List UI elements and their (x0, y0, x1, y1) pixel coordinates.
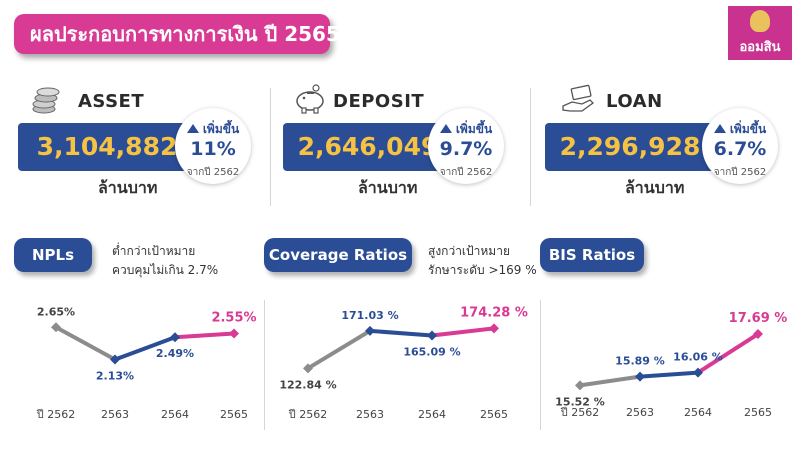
data-label: 2.55% (211, 311, 256, 326)
x-tick-label: ปี 2562 (36, 408, 76, 421)
kpi-label-loan: LOAN (606, 91, 663, 112)
note-line-2: ควบคุมไม่เกิน 2.7% (112, 263, 219, 277)
kpi-change-badge-deposit: เพิ่มขึ้น 9.7% จากปี 2562 (428, 108, 504, 184)
hand-money-icon (560, 84, 596, 116)
chart-divider (540, 300, 541, 430)
chart-title-coverage: Coverage Ratios (264, 238, 412, 272)
change-label: เพิ่มขึ้น (455, 122, 493, 136)
data-label: 2.65% (37, 305, 75, 318)
kpi-divider (530, 88, 531, 206)
kpi-label-deposit: DEPOSIT (333, 91, 425, 112)
change-from: จากปี 2562 (439, 167, 493, 178)
change-from: จากปี 2562 (186, 167, 240, 178)
data-point (693, 367, 703, 378)
series-segment (638, 370, 700, 379)
x-tick-label: 2564 (161, 408, 189, 421)
x-tick-label: ปี 2562 (288, 408, 328, 421)
x-tick-label: 2565 (744, 406, 772, 419)
series-segment (696, 332, 760, 375)
x-tick-label: 2564 (418, 408, 446, 421)
bis-line-chart: 15.52 % 15.89 % 16.06 % 17.69 % ปี 2562 2563 2… (555, 311, 788, 419)
change-from: จากปี 2562 (713, 167, 767, 178)
data-point (753, 329, 763, 340)
x-tick-label: 2564 (684, 406, 712, 419)
data-label: 15.89 % (615, 355, 665, 368)
x-tick-label: 2563 (356, 408, 384, 421)
data-point (365, 325, 375, 336)
up-triangle-icon (439, 124, 452, 133)
kpi-value-deposit: 2,646,049 (283, 123, 453, 171)
chart-note-coverage: สูงกว่าเป้าหมาย รักษาระดับ >169 % (428, 242, 537, 280)
chart-title-bis: BIS Ratios (540, 238, 644, 272)
coins-icon (30, 84, 66, 116)
series-segment (578, 374, 642, 388)
data-label: 2.13% (96, 370, 134, 383)
change-pct: 9.7% (439, 138, 493, 160)
series-segment (54, 325, 117, 362)
up-triangle-icon (186, 124, 199, 133)
x-tick-label: 2563 (626, 406, 654, 419)
change-label: เพิ่มขึ้น (202, 122, 240, 136)
x-tick-label: 2565 (220, 408, 248, 421)
series-segment (173, 331, 236, 340)
kpi-label-asset: ASSET (78, 91, 145, 112)
emblem-icon (750, 10, 770, 32)
data-label: 2.49% (156, 347, 194, 360)
data-point (575, 380, 585, 391)
data-point (489, 323, 499, 334)
data-point (110, 354, 120, 365)
kpi-change-badge-asset: เพิ่มขึ้น 11% จากปี 2562 (175, 108, 251, 184)
data-point (427, 330, 437, 341)
note-line-2: รักษาระดับ >169 % (428, 263, 537, 277)
note-line-1: ต่ำกว่าเป้าหมาย (112, 244, 196, 258)
piggy-bank-icon (292, 84, 328, 116)
series-segment (306, 328, 372, 371)
data-label: 122.84 % (279, 378, 336, 391)
data-point (635, 371, 645, 382)
series-segment (368, 328, 434, 338)
data-label: 174.28 % (460, 305, 528, 320)
kpi-unit-loan: ล้านบาท (625, 178, 685, 197)
logo-text: ออมสิน (739, 40, 781, 55)
data-point (303, 363, 313, 374)
x-tick-label: 2563 (101, 408, 129, 421)
note-line-1: สูงกว่าเป้าหมาย (428, 244, 510, 258)
data-point (170, 332, 180, 343)
series-segment (430, 326, 496, 338)
series-segment (113, 335, 177, 362)
up-triangle-icon (713, 124, 726, 133)
coverage-line-chart: 122.84 % 171.03 % 165.09 % 174.28 % ปี 2562 2… (279, 305, 528, 421)
kpi-value-asset: 3,104,882 (18, 123, 196, 171)
page-title: ผลประกอบการทางการเงิน ปี 2565 (14, 14, 340, 54)
kpi-unit-asset: ล้านบาท (98, 178, 158, 197)
gsb-logo: ออมสิน (728, 6, 792, 60)
chart-note-npls: ต่ำกว่าเป้าหมาย ควบคุมไม่เกิน 2.7% (112, 242, 218, 280)
x-tick-label: ปี 2562 (560, 406, 600, 419)
change-pct: 11% (190, 138, 236, 160)
change-pct: 6.7% (713, 138, 767, 160)
chart-title-npls: NPLs (14, 238, 92, 272)
data-label: 171.03 % (341, 309, 398, 322)
data-point (229, 328, 239, 339)
kpi-value-loan: 2,296,928 (545, 123, 715, 171)
data-label: 16.06 % (673, 351, 723, 364)
data-label: 165.09 % (403, 345, 460, 358)
chart-divider (264, 300, 265, 430)
data-point (51, 322, 61, 333)
data-label: 17.69 % (729, 311, 788, 326)
x-tick-label: 2565 (480, 408, 508, 421)
npls-line-chart: 2.65% 2.13% 2.49% 2.55% ปี 2562 2563 2564 2565 (36, 305, 257, 421)
kpi-change-badge-loan: เพิ่มขึ้น 6.7% จากปี 2562 (702, 108, 778, 184)
change-label: เพิ่มขึ้น (729, 122, 767, 136)
data-label: 15.52 % (555, 395, 605, 408)
kpi-unit-deposit: ล้านบาท (358, 178, 418, 197)
kpi-divider (270, 88, 271, 206)
